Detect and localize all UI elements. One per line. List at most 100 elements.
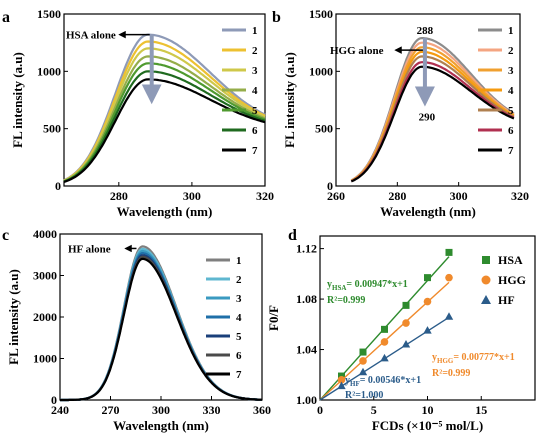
point-HSA <box>359 348 367 356</box>
x-tick-label: 0 <box>317 403 323 417</box>
legend-label-3: 3 <box>508 65 514 77</box>
x-tick-label: 320 <box>256 189 274 203</box>
point-HF <box>423 326 432 334</box>
x-tick-label: 360 <box>253 403 271 417</box>
legend-label-6: 6 <box>508 125 514 137</box>
fit-equation-subscript: HF <box>350 380 360 388</box>
legend-label-1: 1 <box>236 255 242 267</box>
legend-label-2: 2 <box>252 45 258 57</box>
legend-label-7: 7 <box>236 369 242 381</box>
y-tick-label: 1500 <box>37 7 61 21</box>
panel-letter-c: c <box>2 227 9 244</box>
arrow-bottom-label: 290 <box>419 112 436 124</box>
fit-equation-body: = 0.00777*x+1 <box>453 352 514 363</box>
x-tick-label: 280 <box>110 189 128 203</box>
y-tick-label: 0 <box>51 393 57 407</box>
legend-label-5: 5 <box>252 105 258 117</box>
panel-letter-d: d <box>288 227 297 244</box>
point-HSA <box>402 301 410 309</box>
point-HGG <box>445 273 453 282</box>
legend-label-7: 7 <box>508 145 514 157</box>
fit-equation-HSA: yHSA= 0.00947*x+1 <box>327 279 408 292</box>
x-tick-label: 280 <box>388 189 406 203</box>
legend-label-5: 5 <box>508 105 514 117</box>
plot-frame <box>63 13 266 187</box>
legend-label-4: 4 <box>252 85 258 97</box>
panel-letter-b: b <box>272 9 281 26</box>
legend-label-6: 6 <box>236 350 242 362</box>
point-HGG <box>337 376 346 384</box>
x-axis-label: FCDs (×10⁻⁵ mol/L) <box>372 418 483 433</box>
legend-label-1: 1 <box>508 25 514 37</box>
legend-label-4: 4 <box>236 312 242 324</box>
annotation-label: HGG alone <box>330 45 384 57</box>
y-tick-label: 1000 <box>309 64 333 78</box>
point-HF <box>401 339 411 348</box>
point-HSA <box>381 325 388 333</box>
x-tick-label: 300 <box>450 189 468 203</box>
legend-marker-HF <box>481 295 491 304</box>
legend-marker-HSA <box>482 256 490 264</box>
y-tick-label: 3000 <box>33 269 57 283</box>
x-axis-label: Wavelength (nm) <box>113 418 209 433</box>
x-tick-label: 260 <box>327 189 345 203</box>
legend-marker-HGG <box>481 275 491 285</box>
legend-label-HF: HF <box>498 293 515 307</box>
y-tick-label: 1000 <box>33 352 57 366</box>
panel-a: 280 300 320 0 500 1000 1500 Wavelength (nm) FL i… <box>10 7 274 219</box>
legend-label-2: 2 <box>236 274 242 286</box>
fit-r2-HF: R²=1.000 <box>345 390 383 401</box>
fit-equation-body: = 0.00947*x+1 <box>346 279 407 290</box>
point-HGG <box>380 338 389 346</box>
legend-label-5: 5 <box>236 331 242 343</box>
y-tick-label: 2000 <box>33 310 57 324</box>
y-tick-label: 500 <box>315 122 333 136</box>
x-tick-label: 320 <box>511 189 529 203</box>
annotation-label: HSA alone <box>66 30 116 42</box>
legend-label-6: 6 <box>252 125 258 137</box>
point-HF <box>358 367 368 376</box>
plot-frame <box>335 13 521 187</box>
annotation-label: HF alone <box>68 243 111 255</box>
legend-label-HSA: HSA <box>498 253 523 267</box>
series-line-6 <box>63 70 266 183</box>
legend-label-7: 7 <box>252 145 258 157</box>
legend-label-4: 4 <box>508 85 514 97</box>
point-HSA <box>445 248 453 256</box>
x-tick-label: 300 <box>183 189 201 203</box>
x-tick-label: 240 <box>51 403 69 417</box>
point-HGG <box>402 319 410 327</box>
series-line-3 <box>63 47 266 182</box>
y-tick-label: 0 <box>55 179 61 193</box>
plot-frame <box>59 233 263 401</box>
fit-equation-subscript: HGG <box>437 357 454 365</box>
y-tick-label: 1.08 <box>296 292 317 306</box>
y-tick-label: 1500 <box>309 7 333 21</box>
x-axis-label: Wavelength (nm) <box>117 204 213 219</box>
x-tick-label: 5 <box>371 403 377 417</box>
fit-equation-body: = 0.00546*x+1 <box>360 375 421 386</box>
y-axis-label: F0/F <box>266 305 281 331</box>
fit-r2-HGG: R²=0.999 <box>432 368 470 379</box>
legend-label-1: 1 <box>252 25 258 37</box>
x-tick-label: 270 <box>102 403 120 417</box>
point-HSA <box>424 274 431 282</box>
panel-letter-a: a <box>2 9 10 26</box>
x-tick-label: 10 <box>422 403 434 417</box>
point-HF <box>444 312 454 320</box>
y-axis-label: FL intensity (a.u) <box>282 52 297 148</box>
x-tick-label: 15 <box>475 403 487 417</box>
x-tick-label: 330 <box>203 403 221 417</box>
fit-equation-HGG: yHGG= 0.00777*x+1 <box>432 352 515 365</box>
series-line-7 <box>350 65 515 183</box>
point-HGG <box>359 357 367 365</box>
y-axis-label: FL intensity (a.u) <box>10 52 25 148</box>
series-line-7 <box>60 257 262 402</box>
point-HF <box>380 353 389 362</box>
y-tick-label: 0 <box>327 179 333 193</box>
legend-label-3: 3 <box>236 293 242 305</box>
legend-label-3: 3 <box>252 65 258 77</box>
fit-r2-HSA: R²=0.999 <box>327 295 365 306</box>
legend-label-HGG: HGG <box>498 273 526 287</box>
